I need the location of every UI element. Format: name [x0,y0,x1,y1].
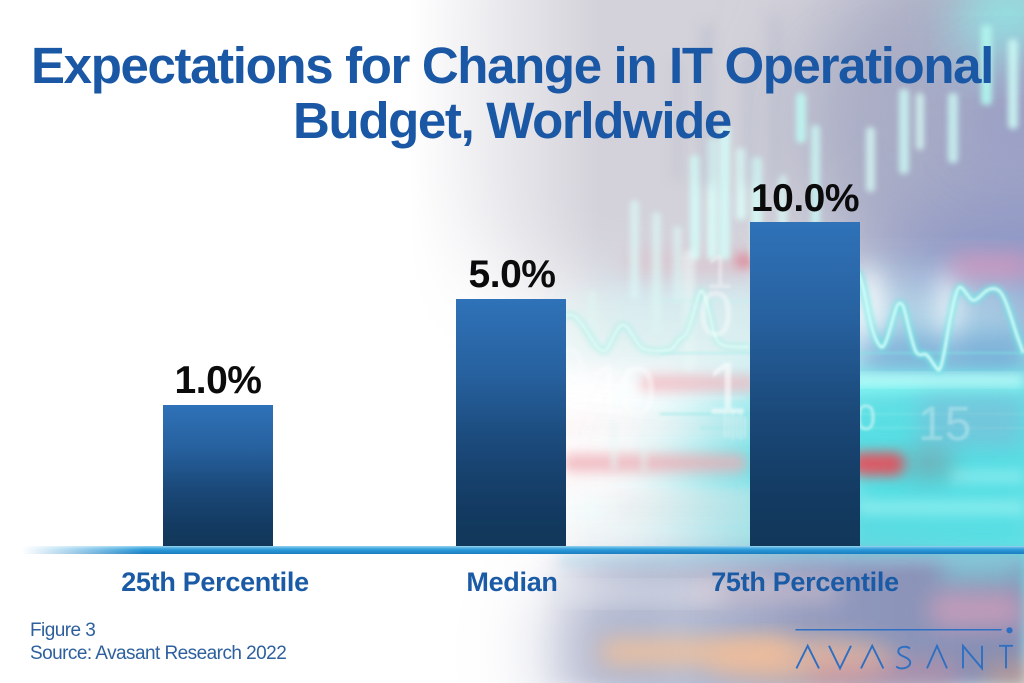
svg-text:0: 0 [698,278,734,350]
svg-text:1: 1 [588,350,627,428]
svg-text:0: 0 [856,397,876,438]
svg-text:1: 1 [706,246,733,299]
svg-text:15: 15 [918,398,971,451]
svg-text:0: 0 [618,352,657,430]
